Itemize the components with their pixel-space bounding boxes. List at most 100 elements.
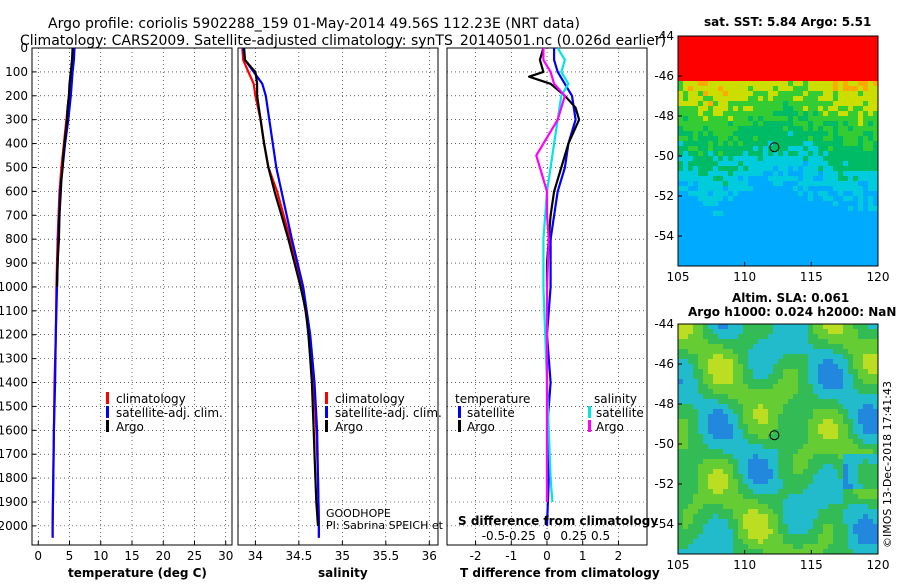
map-cell: [703, 424, 709, 430]
map-cell: [758, 66, 764, 72]
map-cell: [698, 156, 704, 162]
map-cell: [693, 389, 699, 395]
map-cell: [733, 454, 739, 460]
map-cell: [823, 51, 829, 57]
map-cell: [758, 51, 764, 57]
map-cell: [693, 111, 699, 117]
map-cell: [848, 81, 854, 87]
map-cell: [713, 186, 719, 192]
map-cell: [738, 389, 744, 395]
map-cell: [693, 439, 699, 445]
map-cell: [853, 474, 859, 480]
map-cell: [748, 359, 754, 365]
map-cell: [823, 434, 829, 440]
map-cell: [818, 489, 824, 495]
map-cell: [808, 131, 814, 137]
map-cell: [803, 329, 809, 335]
map-cell: [718, 524, 724, 530]
map-cell: [858, 444, 864, 450]
map-cell: [733, 86, 739, 92]
map-cell: [723, 196, 729, 202]
map-cell: [808, 46, 814, 52]
map-cell: [753, 479, 759, 485]
map-cell: [698, 544, 704, 550]
map-cell: [783, 439, 789, 445]
map-cell: [738, 231, 744, 237]
map-cell: [788, 116, 794, 122]
map-cell: [808, 464, 814, 470]
map-cell: [778, 414, 784, 420]
map-cell: [753, 404, 759, 410]
map-cell: [758, 394, 764, 400]
map-cell: [838, 349, 844, 355]
map-cell: [843, 449, 849, 455]
map-cell: [743, 479, 749, 485]
map-cell: [773, 201, 779, 207]
map-cell: [798, 484, 804, 490]
map-cell: [768, 206, 774, 212]
map-cell: [678, 51, 684, 57]
map-cell: [858, 479, 864, 485]
map-cell: [823, 121, 829, 127]
map-cell: [773, 251, 779, 257]
map-cell: [848, 91, 854, 97]
map-cell: [698, 444, 704, 450]
map-cell: [778, 429, 784, 435]
map-cell: [738, 61, 744, 67]
map-cell: [848, 409, 854, 415]
map-cell: [783, 211, 789, 217]
map-cell: [778, 369, 784, 375]
map-cell: [718, 474, 724, 480]
map-cell: [708, 344, 714, 350]
map-cell: [728, 116, 734, 122]
map-cell: [798, 349, 804, 355]
map-cell: [778, 494, 784, 500]
map-cell: [723, 76, 729, 82]
map-cell: [763, 524, 769, 530]
map-cell: [813, 116, 819, 122]
map-cell: [743, 236, 749, 242]
map-cell: [733, 181, 739, 187]
map-cell: [863, 256, 869, 262]
map-cell: [708, 459, 714, 465]
map-cell: [713, 166, 719, 172]
map-cell: [853, 519, 859, 525]
map-cell: [688, 394, 694, 400]
map-cell: [728, 231, 734, 237]
map-cell: [773, 206, 779, 212]
map-cell: [703, 449, 709, 455]
map-cell: [788, 434, 794, 440]
map-cell: [848, 379, 854, 385]
map-cell: [823, 176, 829, 182]
map-cell: [848, 251, 854, 257]
map-cell: [708, 206, 714, 212]
map-cell: [728, 484, 734, 490]
map-cell: [858, 529, 864, 535]
map-cell: [778, 221, 784, 227]
map-cell: [773, 544, 779, 550]
map-cell: [703, 91, 709, 97]
map-cell: [678, 324, 684, 330]
map-cell: [803, 46, 809, 52]
map-cell: [733, 474, 739, 480]
map-cell: [808, 241, 814, 247]
map-cell: [678, 349, 684, 355]
map-cell: [718, 324, 724, 330]
map-cell: [808, 404, 814, 410]
map-cell: [868, 156, 874, 162]
map-cell: [803, 196, 809, 202]
map-cell: [693, 394, 699, 400]
map-cell: [723, 151, 729, 157]
map-cell: [753, 489, 759, 495]
map-cell: [848, 469, 854, 475]
map-cell: [773, 256, 779, 262]
map-cell: [783, 181, 789, 187]
map-cell: [838, 479, 844, 485]
map-cell: [798, 231, 804, 237]
temperature-x-ticks: 0 5 10 15 20 25 30: [34, 541, 233, 563]
map-cell: [813, 141, 819, 147]
map-cell: [733, 196, 739, 202]
map-cell: [693, 101, 699, 107]
map-cell: [833, 46, 839, 52]
map-cell: [683, 171, 689, 177]
